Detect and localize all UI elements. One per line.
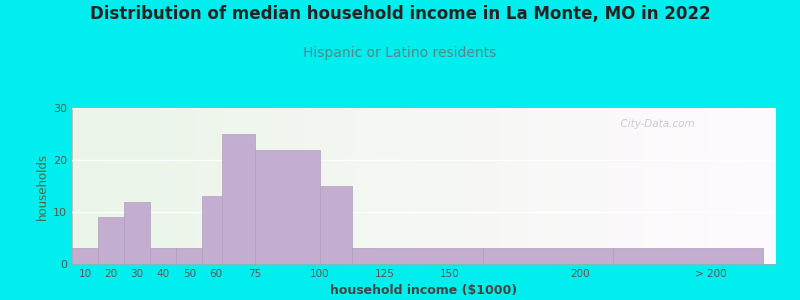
Text: Distribution of median household income in La Monte, MO in 2022: Distribution of median household income …: [90, 4, 710, 22]
Bar: [352, 248, 482, 264]
Bar: [176, 248, 202, 264]
Bar: [254, 150, 320, 264]
Bar: [124, 202, 150, 264]
Bar: [613, 248, 763, 264]
Bar: [72, 248, 98, 264]
Bar: [482, 248, 613, 264]
Bar: [202, 196, 222, 264]
Y-axis label: households: households: [36, 152, 49, 220]
Bar: [320, 186, 352, 264]
Text: City-Data.com: City-Data.com: [614, 119, 694, 129]
Bar: [222, 134, 254, 264]
Bar: [98, 217, 124, 264]
Bar: [150, 248, 176, 264]
Text: Hispanic or Latino residents: Hispanic or Latino residents: [303, 46, 497, 61]
X-axis label: household income ($1000): household income ($1000): [330, 284, 518, 297]
